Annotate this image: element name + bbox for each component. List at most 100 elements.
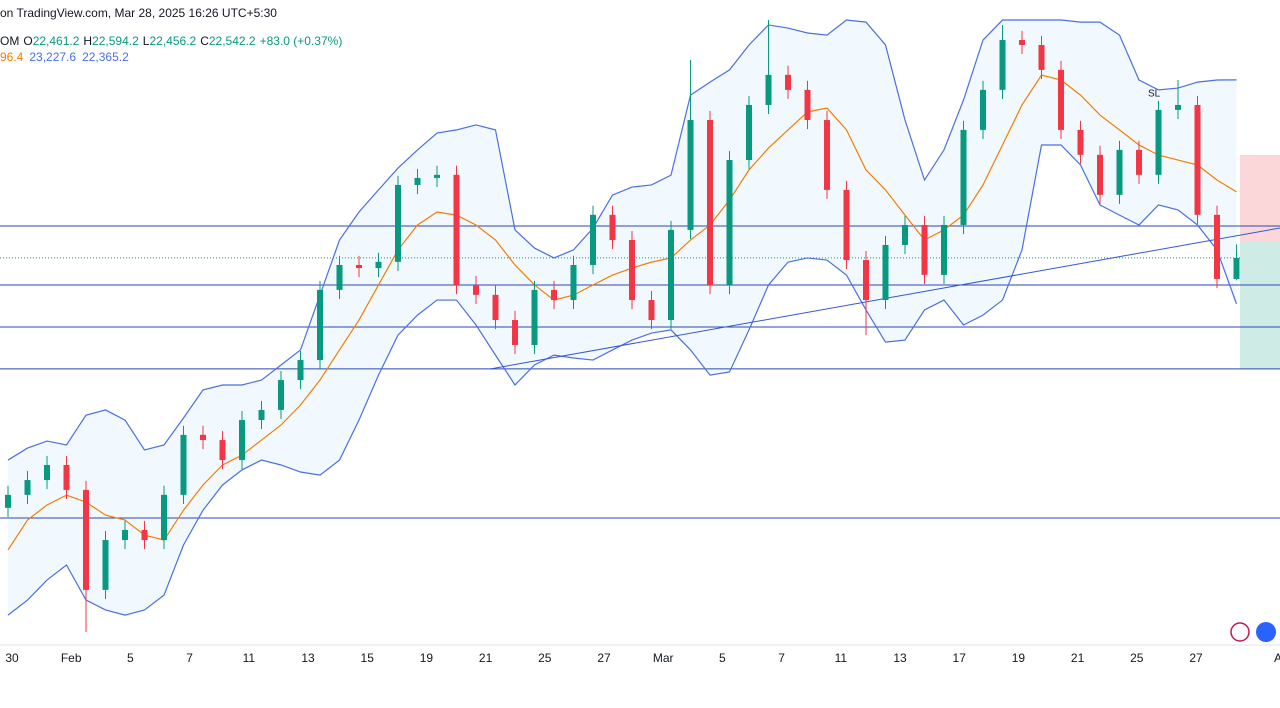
candle-body bbox=[1058, 69, 1064, 130]
ohlc-value: 22,542.2 bbox=[209, 34, 256, 48]
candle-body bbox=[1155, 109, 1162, 175]
candle-body bbox=[590, 214, 596, 265]
x-tick-label: 21 bbox=[479, 651, 493, 665]
candle-body bbox=[434, 174, 440, 178]
candle-body bbox=[531, 289, 538, 345]
band-line bbox=[7, 74, 1237, 551]
x-tick-label: Feb bbox=[61, 651, 82, 665]
candle-body bbox=[122, 529, 128, 541]
candle-body bbox=[219, 440, 226, 461]
x-tick-label: 17 bbox=[953, 651, 967, 665]
x-tick-label: 19 bbox=[1012, 651, 1026, 665]
bb-value: 96.4 bbox=[0, 50, 24, 64]
candle-body bbox=[570, 264, 577, 301]
x-tick-label: A bbox=[1274, 651, 1280, 665]
candle-body bbox=[726, 160, 733, 285]
x-tick-label: Mar bbox=[653, 651, 674, 665]
candle-body bbox=[804, 89, 811, 121]
bb-legend: 96.4 23,227.6 22,365.2 bbox=[0, 50, 129, 64]
candle-body bbox=[707, 120, 713, 285]
candle-body bbox=[902, 224, 908, 245]
candle-body bbox=[1019, 40, 1025, 45]
candle-body bbox=[1194, 104, 1201, 215]
ohlc-key: H bbox=[83, 34, 92, 48]
x-tick-label: 5 bbox=[719, 651, 726, 665]
candle-body bbox=[921, 224, 928, 275]
symbol: OM bbox=[0, 34, 19, 48]
candle-body bbox=[1175, 104, 1181, 110]
candle-body bbox=[63, 464, 70, 490]
candle-body bbox=[863, 260, 869, 301]
candle-body bbox=[453, 174, 460, 285]
candle-body bbox=[141, 529, 148, 541]
icon[interactable] bbox=[1230, 622, 1250, 642]
x-tick-label: 25 bbox=[538, 651, 552, 665]
candle-body bbox=[824, 120, 830, 190]
candle-body bbox=[5, 494, 11, 508]
candle-body bbox=[1233, 257, 1240, 279]
ohlc-legend: OM O22,461.2 H22,594.2 L22,456.2 C22,542.2 +8… bbox=[0, 34, 342, 48]
candle-body bbox=[980, 89, 986, 130]
x-tick-label: 13 bbox=[893, 651, 907, 665]
candle-body bbox=[161, 494, 167, 541]
candle-body bbox=[668, 229, 674, 321]
candle-body bbox=[395, 184, 401, 262]
candle-body bbox=[336, 264, 343, 290]
candle-body bbox=[297, 360, 304, 381]
candle-body bbox=[239, 420, 245, 461]
x-tick-label: 11 bbox=[835, 651, 848, 665]
candle-body bbox=[1214, 214, 1220, 279]
icon[interactable] bbox=[1256, 622, 1276, 642]
candle-body bbox=[102, 540, 109, 590]
change: +83.0 (+0.37%) bbox=[260, 34, 343, 48]
candle-body bbox=[83, 489, 89, 590]
band-line bbox=[7, 19, 1237, 461]
x-tick-label: 19 bbox=[420, 651, 434, 665]
candle-body bbox=[375, 261, 382, 269]
ohlc-value: 22,594.2 bbox=[92, 34, 139, 48]
target-zone bbox=[1240, 242, 1280, 369]
x-tick-label: 7 bbox=[186, 651, 193, 665]
candle-body bbox=[356, 264, 362, 269]
bb-value: 22,365.2 bbox=[82, 50, 129, 64]
candle-body bbox=[24, 480, 31, 495]
x-tick-label: 5 bbox=[127, 651, 134, 665]
x-tick-label: 15 bbox=[361, 651, 375, 665]
candles-layer bbox=[5, 20, 1240, 633]
x-tick-label: 7 bbox=[778, 651, 785, 665]
candle-body bbox=[1136, 149, 1142, 175]
candle-body bbox=[278, 380, 284, 410]
ohlc-key: O bbox=[23, 34, 32, 48]
candle-body bbox=[1038, 44, 1045, 70]
source-text: on TradingView.com, Mar 28, 2025 16:26 U… bbox=[0, 6, 277, 20]
candle-body bbox=[960, 129, 967, 225]
candle-body bbox=[687, 120, 694, 230]
candle-body bbox=[551, 289, 557, 301]
candle-body bbox=[317, 289, 323, 361]
bb-value: 23,227.6 bbox=[29, 50, 76, 64]
candle-body bbox=[473, 284, 479, 295]
x-tick-label: 30 bbox=[5, 651, 19, 665]
x-tick-label: 11 bbox=[243, 651, 256, 665]
candle-body bbox=[512, 320, 518, 345]
candle-body bbox=[843, 189, 850, 261]
ohlc-value: 22,456.2 bbox=[149, 34, 196, 48]
candle-body bbox=[258, 409, 265, 421]
x-tick-label: 13 bbox=[301, 651, 315, 665]
stop-zone bbox=[1240, 155, 1280, 242]
ohlc-key: L bbox=[143, 34, 150, 48]
candle-body bbox=[882, 244, 889, 301]
candle-body bbox=[492, 294, 499, 321]
candle-body bbox=[1077, 129, 1084, 155]
candle-body bbox=[1116, 149, 1123, 195]
x-tick-label: 21 bbox=[1071, 651, 1085, 665]
band-fill bbox=[8, 20, 1237, 616]
x-tick-label: 27 bbox=[1189, 651, 1203, 665]
candle-body bbox=[746, 104, 752, 161]
candle-body bbox=[180, 434, 187, 495]
candle-body bbox=[999, 40, 1006, 90]
candle-body bbox=[785, 74, 791, 90]
candle-body bbox=[765, 74, 772, 105]
annotation: SL bbox=[1148, 89, 1161, 100]
